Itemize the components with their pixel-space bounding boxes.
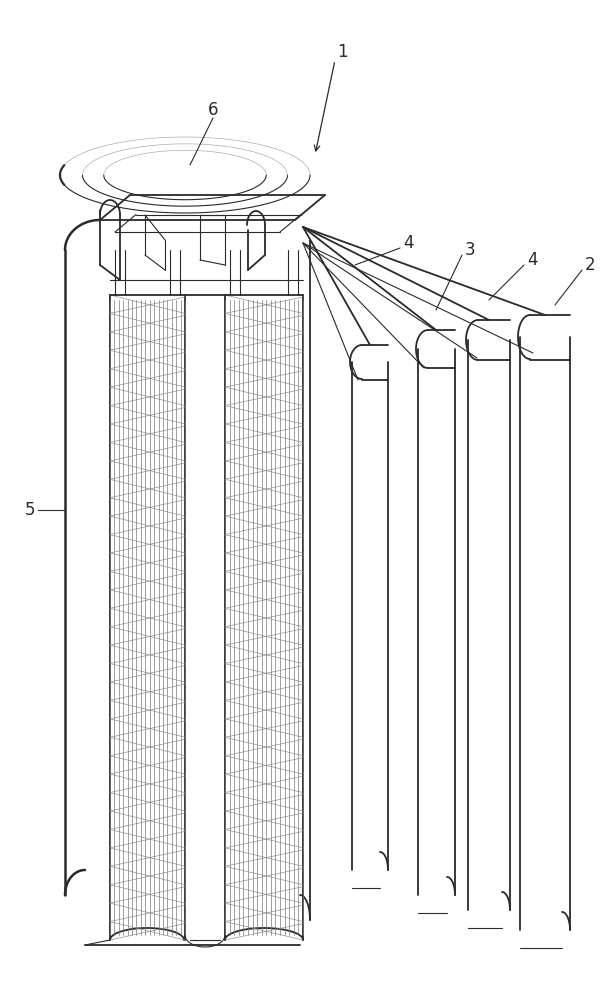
Text: 6: 6	[208, 101, 218, 119]
Text: 3: 3	[465, 241, 475, 259]
Text: 4: 4	[402, 234, 413, 252]
Text: 1: 1	[337, 43, 347, 61]
Text: 5: 5	[25, 501, 35, 519]
Text: 2: 2	[585, 256, 595, 274]
Text: 4: 4	[527, 251, 537, 269]
